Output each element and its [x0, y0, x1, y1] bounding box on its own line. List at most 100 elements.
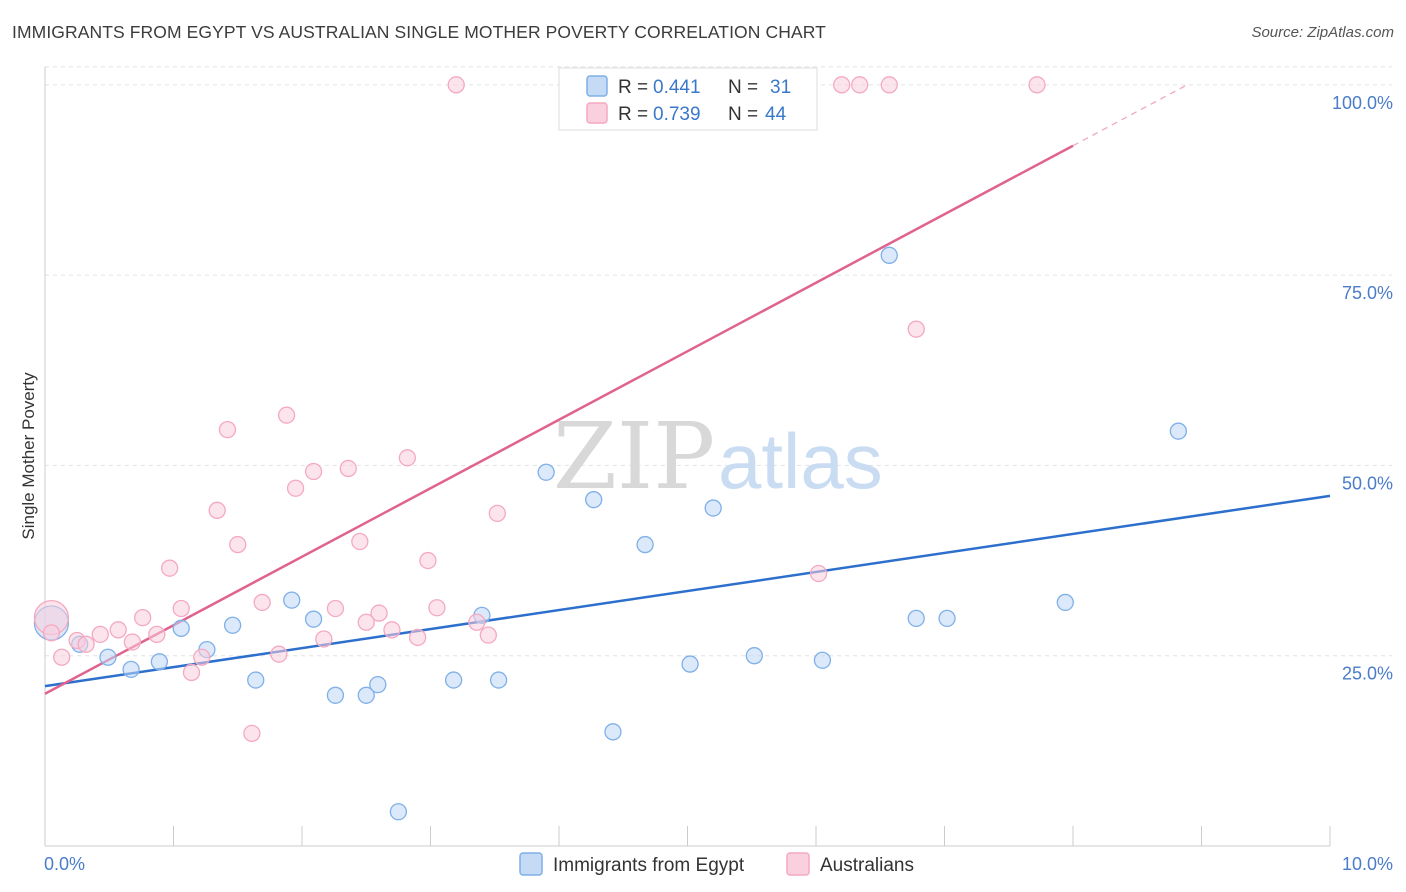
y-tick-label-2: 75.0% — [1342, 283, 1393, 303]
legend-r-label-2: R = — [618, 104, 648, 125]
egypt-point-29 — [1056, 593, 1074, 612]
australians-point-2 — [53, 648, 71, 666]
australians-point-5 — [91, 625, 109, 644]
australians-point-20 — [277, 406, 296, 424]
legend-r-value-2: 0.739 — [653, 104, 701, 125]
australians-point-39 — [833, 76, 851, 94]
australians-point-26 — [351, 532, 369, 551]
australians-point-4 — [77, 635, 95, 653]
australians-point-42 — [907, 320, 925, 338]
legend-n-label-2: N = — [728, 104, 758, 125]
bottom-legend-swatch-egypt — [519, 852, 543, 876]
australians-point-1 — [42, 624, 61, 642]
egypt-point-2 — [99, 648, 117, 666]
australians-point-43 — [1028, 76, 1046, 94]
egypt-point-5 — [172, 619, 190, 637]
chart-title: IMMIGRANTS FROM EGYPT VS AUSTRALIAN SING… — [12, 22, 826, 42]
australians-point-38 — [809, 564, 828, 583]
legend-swatch-australians — [586, 102, 608, 124]
data-points — [33, 76, 1188, 821]
australians-point-30 — [398, 449, 417, 467]
legend-n-value-1: 31 — [770, 77, 791, 98]
australians-point-7 — [123, 633, 142, 651]
australians-point-35 — [468, 613, 486, 631]
egypt-point-26 — [880, 246, 898, 264]
australians-point-31 — [408, 628, 427, 647]
egypt-point-11 — [326, 686, 345, 704]
egypt-point-22 — [681, 655, 699, 673]
australians-point-27 — [357, 613, 375, 631]
australians-point-16 — [229, 535, 247, 554]
egypt-point-18 — [537, 463, 555, 481]
egypt-point-27 — [907, 609, 925, 628]
australians-point-22 — [304, 462, 323, 481]
australians-point-32 — [419, 551, 437, 570]
legend-box: R = 0.441 N = 31 R = 0.739 N = 44 — [558, 67, 818, 131]
source-label: Source: ZipAtlas.com — [1251, 24, 1394, 41]
australians-point-9 — [148, 625, 166, 644]
bottom-legend: Immigrants from Egypt Australians — [519, 852, 914, 876]
grid-layer — [45, 66, 1392, 657]
bottom-legend-swatch-australians — [786, 852, 810, 876]
australians-point-11 — [172, 599, 190, 618]
legend-n-label-1: N = — [728, 77, 758, 98]
egypt-point-9 — [283, 591, 301, 609]
australians-point-41 — [880, 76, 898, 94]
egypt-point-30 — [1169, 422, 1188, 440]
australians-point-25 — [339, 459, 357, 478]
egypt-trend-line — [44, 494, 1331, 688]
australians-point-18 — [253, 593, 271, 612]
australians-point-24 — [326, 599, 345, 618]
australians-point-21 — [286, 479, 305, 497]
egypt-point-24 — [745, 647, 763, 665]
australians-point-29 — [383, 621, 401, 639]
egypt-point-17 — [489, 671, 508, 689]
watermark-zip: ZIP — [553, 403, 715, 510]
egypt-point-12 — [357, 686, 375, 704]
egypt-point-4 — [150, 653, 169, 671]
y-axis-label: Single Mother Poverty — [19, 372, 38, 540]
australians-point-6 — [109, 621, 127, 639]
legend-r-value-1: 0.441 — [653, 77, 701, 98]
y-tick-label-1: 50.0% — [1342, 473, 1393, 493]
egypt-point-7 — [223, 616, 242, 634]
australians-point-33 — [428, 599, 446, 617]
trend-lines — [44, 83, 1331, 695]
legend-swatch-egypt — [586, 75, 608, 97]
egypt-point-14 — [389, 803, 408, 821]
australians-point-40 — [851, 76, 869, 94]
australians-point-17 — [243, 724, 261, 742]
legend-r-label-1: R = — [618, 77, 648, 98]
y-tick-label-0: 25.0% — [1342, 664, 1393, 684]
legend-n-value-2: 44 — [765, 104, 787, 125]
australians-point-8 — [134, 609, 152, 627]
egypt-point-10 — [304, 610, 323, 628]
australians-point-14 — [208, 501, 226, 519]
x-tick-label-max: 10.0% — [1342, 854, 1393, 874]
egypt-point-3 — [122, 660, 140, 679]
axes-layer — [44, 67, 1331, 847]
egypt-point-15 — [444, 671, 463, 689]
y-tick-label-3: 100.0% — [1332, 93, 1393, 113]
watermark-atlas: atlas — [718, 417, 883, 505]
australians-point-36 — [479, 626, 497, 644]
australians-trend-extension — [1072, 83, 1189, 147]
australians-point-12 — [182, 663, 201, 682]
egypt-point-13 — [369, 675, 387, 694]
australians-point-37 — [488, 504, 506, 523]
egypt-point-19 — [585, 491, 603, 509]
egypt-point-20 — [604, 723, 622, 741]
egypt-point-8 — [247, 671, 265, 689]
tick-labels: 25.0% 50.0% 75.0% 100.0% 0.0% 10.0% — [44, 93, 1393, 874]
australians-point-34 — [447, 76, 465, 94]
egypt-point-28 — [938, 609, 956, 628]
australians-point-28 — [370, 604, 388, 622]
australians-trend-line — [44, 144, 1074, 695]
egypt-point-23 — [704, 499, 722, 517]
australians-point-23 — [315, 630, 333, 648]
egypt-point-21 — [636, 535, 654, 554]
australians-point-19 — [270, 645, 288, 663]
x-tick-label-min: 0.0% — [44, 854, 85, 874]
bottom-legend-label-australians: Australians — [820, 855, 914, 876]
